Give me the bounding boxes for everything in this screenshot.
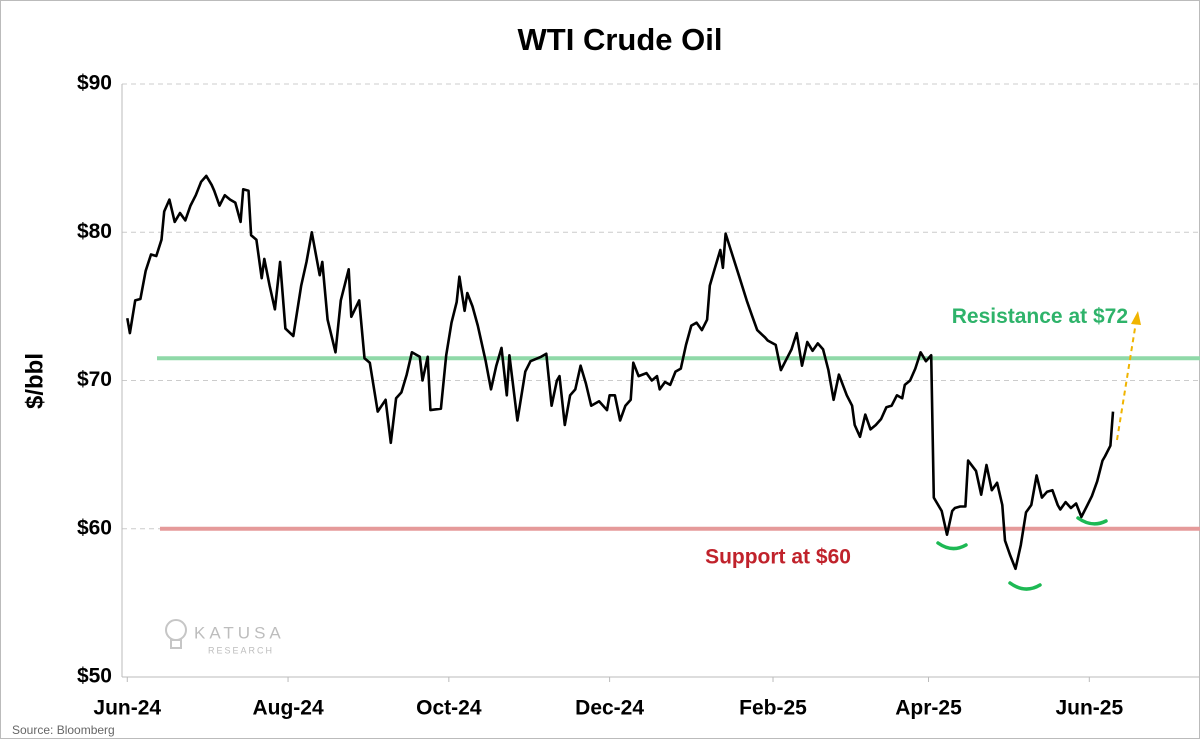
y-tick-label: $90 [77,72,112,95]
x-tick-label: Apr-25 [895,697,962,720]
y-tick-label: $60 [77,516,112,539]
watermark: KATUSA RESEARCH [165,619,285,655]
price-line [126,174,1115,571]
bottom-arc [1008,581,1042,591]
level-label: Support at $60 [705,545,851,568]
x-tick-label: Oct-24 [416,697,482,720]
x-tick-label: Dec-24 [575,697,644,720]
arrow-head [1131,311,1141,325]
x-tick-label: Feb-25 [739,697,807,720]
bottom-arc [936,541,968,551]
source: Source: Bloomberg [12,723,115,737]
y-tick-label: $70 [77,368,112,391]
x-tick-label: Aug-24 [252,697,323,720]
level-label: Resistance at $72 [952,305,1128,328]
y-tick-label: $80 [77,220,112,243]
watermark-subtext: RESEARCH [208,645,274,655]
x-tick-label: Jun-25 [1055,697,1123,720]
projection-arrow [1116,311,1141,441]
watermark-icon-base [170,639,182,649]
y-tick-label: $50 [77,665,112,688]
chart-title: WTI Crude Oil [518,22,723,57]
bottom-arc [1076,516,1108,526]
watermark-text: KATUSA [194,623,285,642]
y-axis-label: $/bbl [21,353,48,409]
x-tick-label: Jun-24 [93,697,161,720]
arrow-line [1116,321,1137,441]
bottom-marks [936,516,1108,591]
